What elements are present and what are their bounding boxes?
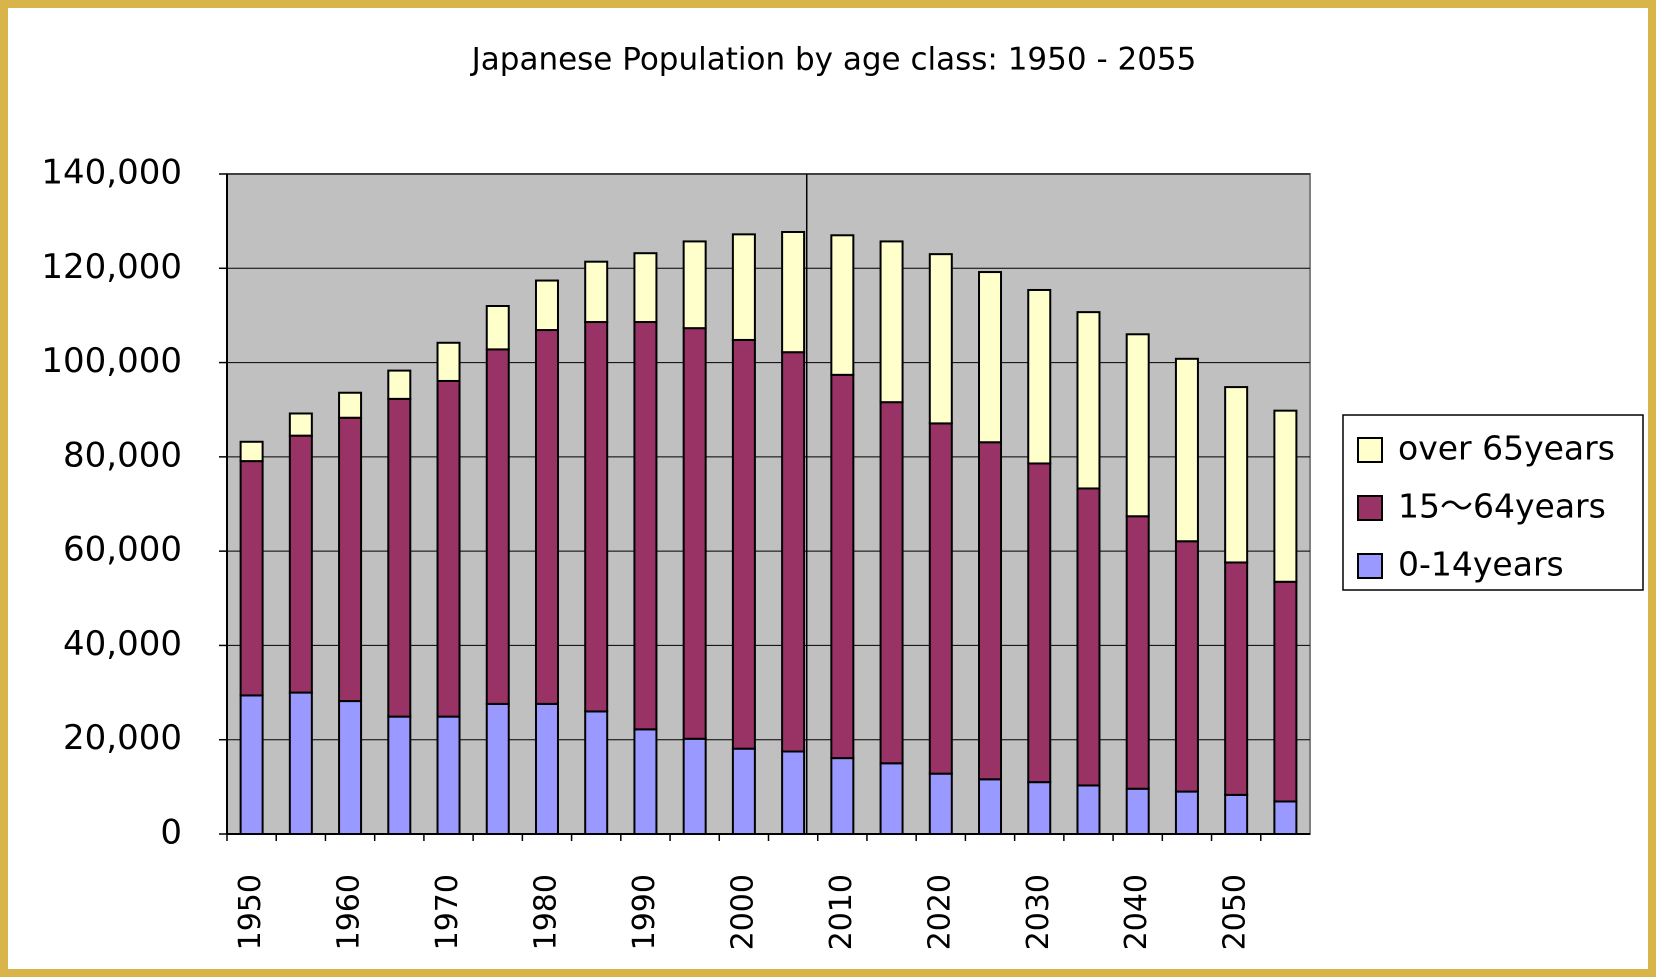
bar-segment [338,700,363,835]
bar-segment [879,762,904,835]
y-tick-label: 0 [160,813,182,853]
legend-label: 0-14years [1398,545,1564,584]
x-tick-label: 2050 [1218,874,1253,950]
y-tick-label: 140,000 [41,153,182,193]
bar-segment [1125,515,1150,790]
legend-swatch [1357,495,1383,521]
bar-segment [928,253,953,425]
bar-segment [1125,333,1150,518]
bar-segment [781,351,806,753]
bar-segment [830,757,855,835]
bar-segment [387,369,412,400]
bar-segment [633,321,658,731]
legend-swatch [1357,553,1383,579]
x-tick-label: 2030 [1021,874,1056,950]
bar-segment [978,441,1003,781]
bar-segment [682,240,707,330]
x-tick-label: 1960 [332,874,367,950]
bar-segment [928,422,953,775]
bar-segment [436,341,461,382]
bar-segment [338,391,363,419]
bar-segment [1027,288,1052,465]
bar-segment [781,750,806,835]
bar-segment [978,778,1003,835]
y-tick-label: 120,000 [41,247,182,287]
bar-segment [338,416,363,703]
x-tick-label: 1980 [528,874,563,950]
legend-swatch [1357,437,1383,463]
bar-segment [879,401,904,765]
y-tick-label: 100,000 [41,341,182,381]
bar-segment [879,240,904,404]
bar-segment [239,440,264,463]
x-tick-label: 2010 [824,874,859,950]
bar-segment [485,348,510,705]
bar-segment [1076,784,1101,836]
bar-segment [288,691,313,835]
bar-segment [830,373,855,760]
bar-segment [534,702,559,836]
bar-segment [978,271,1003,444]
bar-segment [288,412,313,437]
bar-segment [830,234,855,376]
bar-segment [1027,462,1052,784]
bar-segment [1174,540,1199,793]
bar-segment [682,737,707,835]
bar-segment [1125,787,1150,835]
x-tick-label: 1950 [233,874,268,950]
bar-segment [584,260,609,324]
bar-segment [485,702,510,836]
bar-segment [731,233,756,341]
x-tick-label: 1990 [627,874,662,950]
bar-segment [239,694,264,836]
bar-segment [731,338,756,750]
y-tick-label: 40,000 [63,624,182,664]
bar-segment [682,327,707,740]
bar-segment [1076,311,1101,490]
bar-segment [485,305,510,351]
bar-segment [781,230,806,354]
bar-segment [1273,409,1298,583]
bar-segment [1273,800,1298,836]
bar-segment [239,460,264,697]
legend-label: 15～64years [1398,487,1606,526]
bar-segment [584,710,609,836]
x-tick-label: 2000 [725,874,760,950]
bar-segment [1027,781,1052,836]
bar-segment [928,772,953,836]
bar-segment [387,715,412,835]
y-tick-label: 60,000 [63,530,182,570]
bar-segment [1076,487,1101,787]
chart-title: Japanese Population by age class: 1950 -… [470,42,1197,78]
y-tick-label: 80,000 [63,435,182,475]
bar-segment [633,728,658,835]
x-tick-label: 1970 [430,874,465,950]
bar-segment [1174,357,1199,543]
bar-segment [731,747,756,836]
bar-segment [1224,793,1249,835]
y-tick-label: 20,000 [63,718,182,758]
legend-box [1342,414,1644,591]
bar-segment [436,715,461,835]
x-tick-label: 2040 [1119,874,1154,950]
bar-segment [633,252,658,324]
bar-segment [1224,386,1249,564]
bar-segment [534,329,559,705]
bar-segment [436,379,461,718]
bar-segment [534,279,559,332]
bar-segment [1174,790,1199,835]
bar-segment [288,434,313,694]
x-tick-label: 2020 [922,874,957,950]
bar-segment [1224,561,1249,796]
bar-segment [1273,580,1298,803]
bar-segment [584,321,609,713]
legend-label: over 65years [1398,429,1615,468]
bar-segment [387,397,412,718]
